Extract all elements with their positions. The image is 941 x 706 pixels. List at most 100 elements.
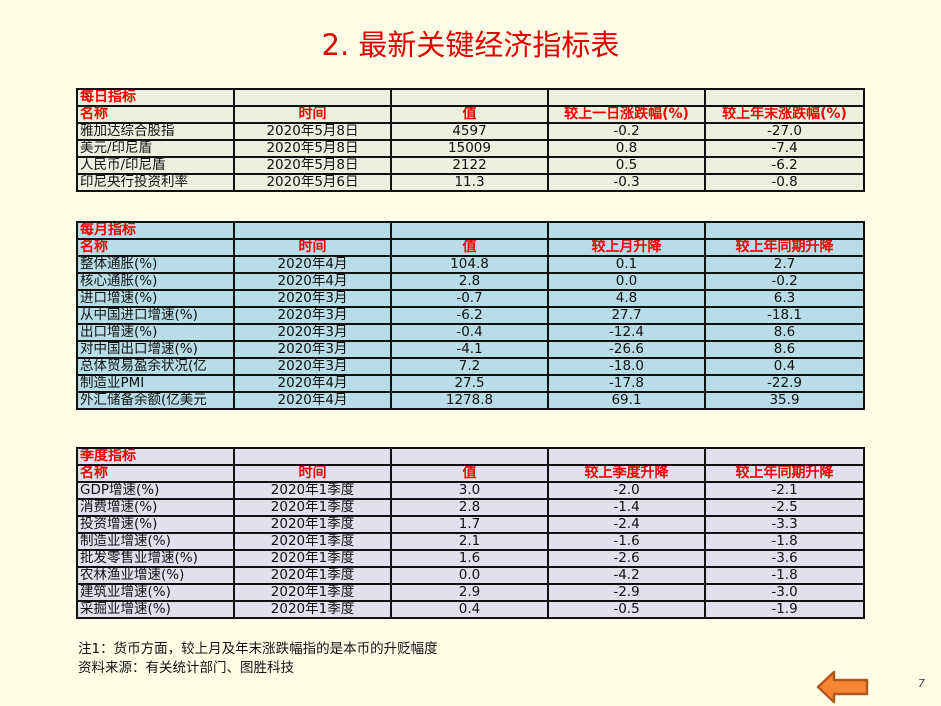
table-cell: 0.4 [704, 357, 865, 376]
table-cell: 8.6 [704, 323, 865, 342]
table-cell: -27.0 [704, 122, 865, 141]
empty-cell [547, 221, 706, 240]
table-cell: 进口增速(%) [76, 289, 235, 308]
table-cell: -1.8 [704, 566, 865, 585]
table-cell: -18.1 [704, 306, 865, 325]
table-row: 投资增速(%) 2020年1季度 1.7 -2.4 -3.3 [76, 515, 865, 534]
table-cell: 0.1 [547, 255, 706, 274]
monthly-indicators-table: 每月指标 名称 时间值较上月升降 较上年同期升降 整体通胀(%) 2020年4月 104.8… [76, 221, 865, 410]
table-cell: -2.6 [547, 549, 706, 568]
table-cell: -0.7 [390, 289, 549, 308]
table-cell: 2.8 [390, 272, 549, 291]
table-cell: 0.4 [390, 600, 549, 619]
table-cell: 采掘业增速(%) [76, 600, 235, 619]
table-cell: -6.2 [704, 156, 865, 175]
table-cell: 2.8 [390, 498, 549, 517]
column-header: 名称 [76, 464, 235, 483]
empty-cell [547, 447, 706, 466]
quarterly-indicators-table: 季度指标 名称 时间值较上季度升降 较上年同期升降 GDP增速(%) 2020年1季度 3.… [76, 447, 865, 619]
empty-cell [233, 447, 392, 466]
table-row: GDP增速(%) 2020年1季度 3.0 -2.0 -2.1 [76, 481, 865, 500]
table-cell: 2020年1季度 [233, 549, 392, 568]
table-cell: 投资增速(%) [76, 515, 235, 534]
table-cell: 2122 [390, 156, 549, 175]
column-header: 时间 [233, 238, 392, 257]
table-cell: -4.1 [390, 340, 549, 359]
section-label: 每日指标 [76, 88, 235, 107]
table-cell: 总体贸易盈余状况(亿 [76, 357, 235, 376]
table-row: 制造业PMI 2020年4月 27.5 -17.8 -22.9 [76, 374, 865, 393]
empty-cell [547, 88, 706, 107]
column-header: 值 [390, 238, 549, 257]
table-row: 从中国进口增速(%) 2020年3月 -6.2 27.7 -18.1 [76, 306, 865, 325]
empty-cell [233, 221, 392, 240]
table-cell: 104.8 [390, 255, 549, 274]
table-cell: 2.7 [704, 255, 865, 274]
table-cell: 2020年3月 [233, 340, 392, 359]
empty-cell [704, 88, 865, 107]
section-label-row: 每日指标 [76, 88, 865, 107]
table-cell: GDP增速(%) [76, 481, 235, 500]
table-cell: 整体通胀(%) [76, 255, 235, 274]
table-cell: 建筑业增速(%) [76, 583, 235, 602]
column-header: 时间 [233, 105, 392, 124]
table-cell: -0.2 [704, 272, 865, 291]
table-cell: 4.8 [547, 289, 706, 308]
empty-cell [390, 221, 549, 240]
table-cell: 1.6 [390, 549, 549, 568]
table-cell: -1.6 [547, 532, 706, 551]
column-header: 时间 [233, 464, 392, 483]
empty-cell [704, 221, 865, 240]
table-cell: 2020年4月 [233, 374, 392, 393]
table-row: 农林渔业增速(%) 2020年1季度 0.0 -4.2 -1.8 [76, 566, 865, 585]
table-cell: 2020年1季度 [233, 515, 392, 534]
table-cell: 制造业PMI [76, 374, 235, 393]
table-cell: 2020年1季度 [233, 600, 392, 619]
table-cell: 2020年4月 [233, 391, 392, 410]
table-row: 外汇储备余额(亿美元 2020年4月 1278.8 69.1 35.9 [76, 391, 865, 410]
page-number: 7 [918, 677, 925, 690]
table-cell: -0.5 [547, 600, 706, 619]
table-cell: 出口增速(%) [76, 323, 235, 342]
table-cell: -0.3 [547, 173, 706, 192]
table-cell: -1.8 [704, 532, 865, 551]
table-cell: -2.4 [547, 515, 706, 534]
column-header: 较上年同期升降 [704, 238, 865, 257]
table-row: 总体贸易盈余状况(亿 2020年3月 7.2 -18.0 0.4 [76, 357, 865, 376]
table-cell: 外汇储备余额(亿美元 [76, 391, 235, 410]
table-row: 人民币/印尼盾 2020年5月8日 2122 0.5 -6.2 [76, 156, 865, 175]
table-row: 消费增速(%) 2020年1季度 2.8 -1.4 -2.5 [76, 498, 865, 517]
note-currency: 注1：货币方面，较上月及年末涨跌幅指的是本币的升贬幅度 [78, 641, 438, 657]
table-cell: 2020年4月 [233, 272, 392, 291]
table-cell: -22.9 [704, 374, 865, 393]
data-source: 资料来源：有关统计部门、图胜科技 [78, 660, 294, 676]
table-row: 批发零售业增速(%) 2020年1季度 1.6 -2.6 -3.6 [76, 549, 865, 568]
table-cell: -3.6 [704, 549, 865, 568]
table-row: 美元/印尼盾 2020年5月8日 15009 0.8 -7.4 [76, 139, 865, 158]
notes: 注1：货币方面，较上月及年末涨跌幅指的是本币的升贬幅度 资料来源：有关统计部门、… [78, 640, 438, 678]
table-cell: 8.6 [704, 340, 865, 359]
table-cell: 2020年1季度 [233, 498, 392, 517]
table-row: 制造业增速(%) 2020年1季度 2.1 -1.6 -1.8 [76, 532, 865, 551]
table-cell: 对中国出口增速(%) [76, 340, 235, 359]
table-row: 整体通胀(%) 2020年4月 104.8 0.1 2.7 [76, 255, 865, 274]
column-header: 名称 [76, 105, 235, 124]
table-cell: 人民币/印尼盾 [76, 156, 235, 175]
column-header: 较上季度升降 [547, 464, 706, 483]
table-cell: 批发零售业增速(%) [76, 549, 235, 568]
column-header: 较上年同期升降 [704, 464, 865, 483]
table-cell: -0.2 [547, 122, 706, 141]
table-cell: -6.2 [390, 306, 549, 325]
table-cell: 3.0 [390, 481, 549, 500]
table-cell: 35.9 [704, 391, 865, 410]
table-cell: -3.3 [704, 515, 865, 534]
header-row: 名称 时间值较上月升降 较上年同期升降 [76, 238, 865, 257]
table-cell: 11.3 [390, 173, 549, 192]
empty-cell [390, 447, 549, 466]
table-cell: 2020年5月8日 [233, 156, 392, 175]
table-row: 采掘业增速(%) 2020年1季度 0.4 -0.5 -1.9 [76, 600, 865, 619]
table-cell: -12.4 [547, 323, 706, 342]
left-arrow-icon[interactable] [816, 670, 870, 704]
table-cell: -18.0 [547, 357, 706, 376]
table-cell: 2020年5月8日 [233, 122, 392, 141]
